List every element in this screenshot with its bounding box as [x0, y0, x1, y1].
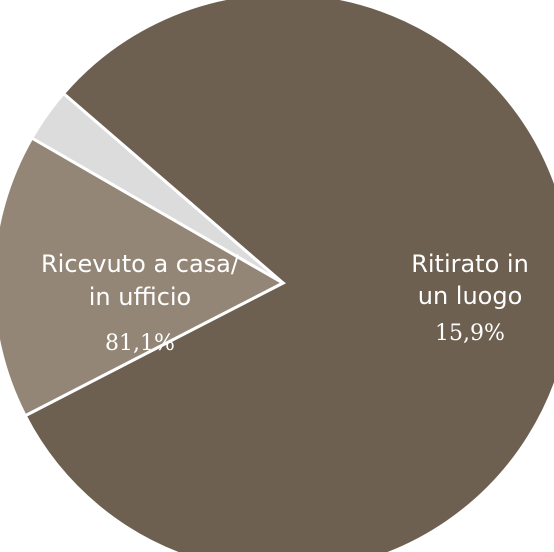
- slice-1-label-line-0: Ritirato in: [411, 250, 529, 278]
- slice-0-label-line-0: Ricevuto a casa/: [41, 250, 240, 278]
- slice-1-label-line-1: un luogo: [418, 282, 523, 310]
- pie-slice-0: [23, 0, 554, 552]
- slice-0-label-line-1: in ufficio: [89, 283, 191, 311]
- slice-1-value-label: 15,9%: [435, 321, 505, 346]
- pie-labels: Ricevuto a casa/in ufficio 81,1% Ritirato …: [41, 250, 529, 356]
- slice-0-value-label: 81,1%: [105, 331, 175, 356]
- pie-slice-1: [0, 135, 287, 418]
- pie-slice-2: [29, 91, 284, 285]
